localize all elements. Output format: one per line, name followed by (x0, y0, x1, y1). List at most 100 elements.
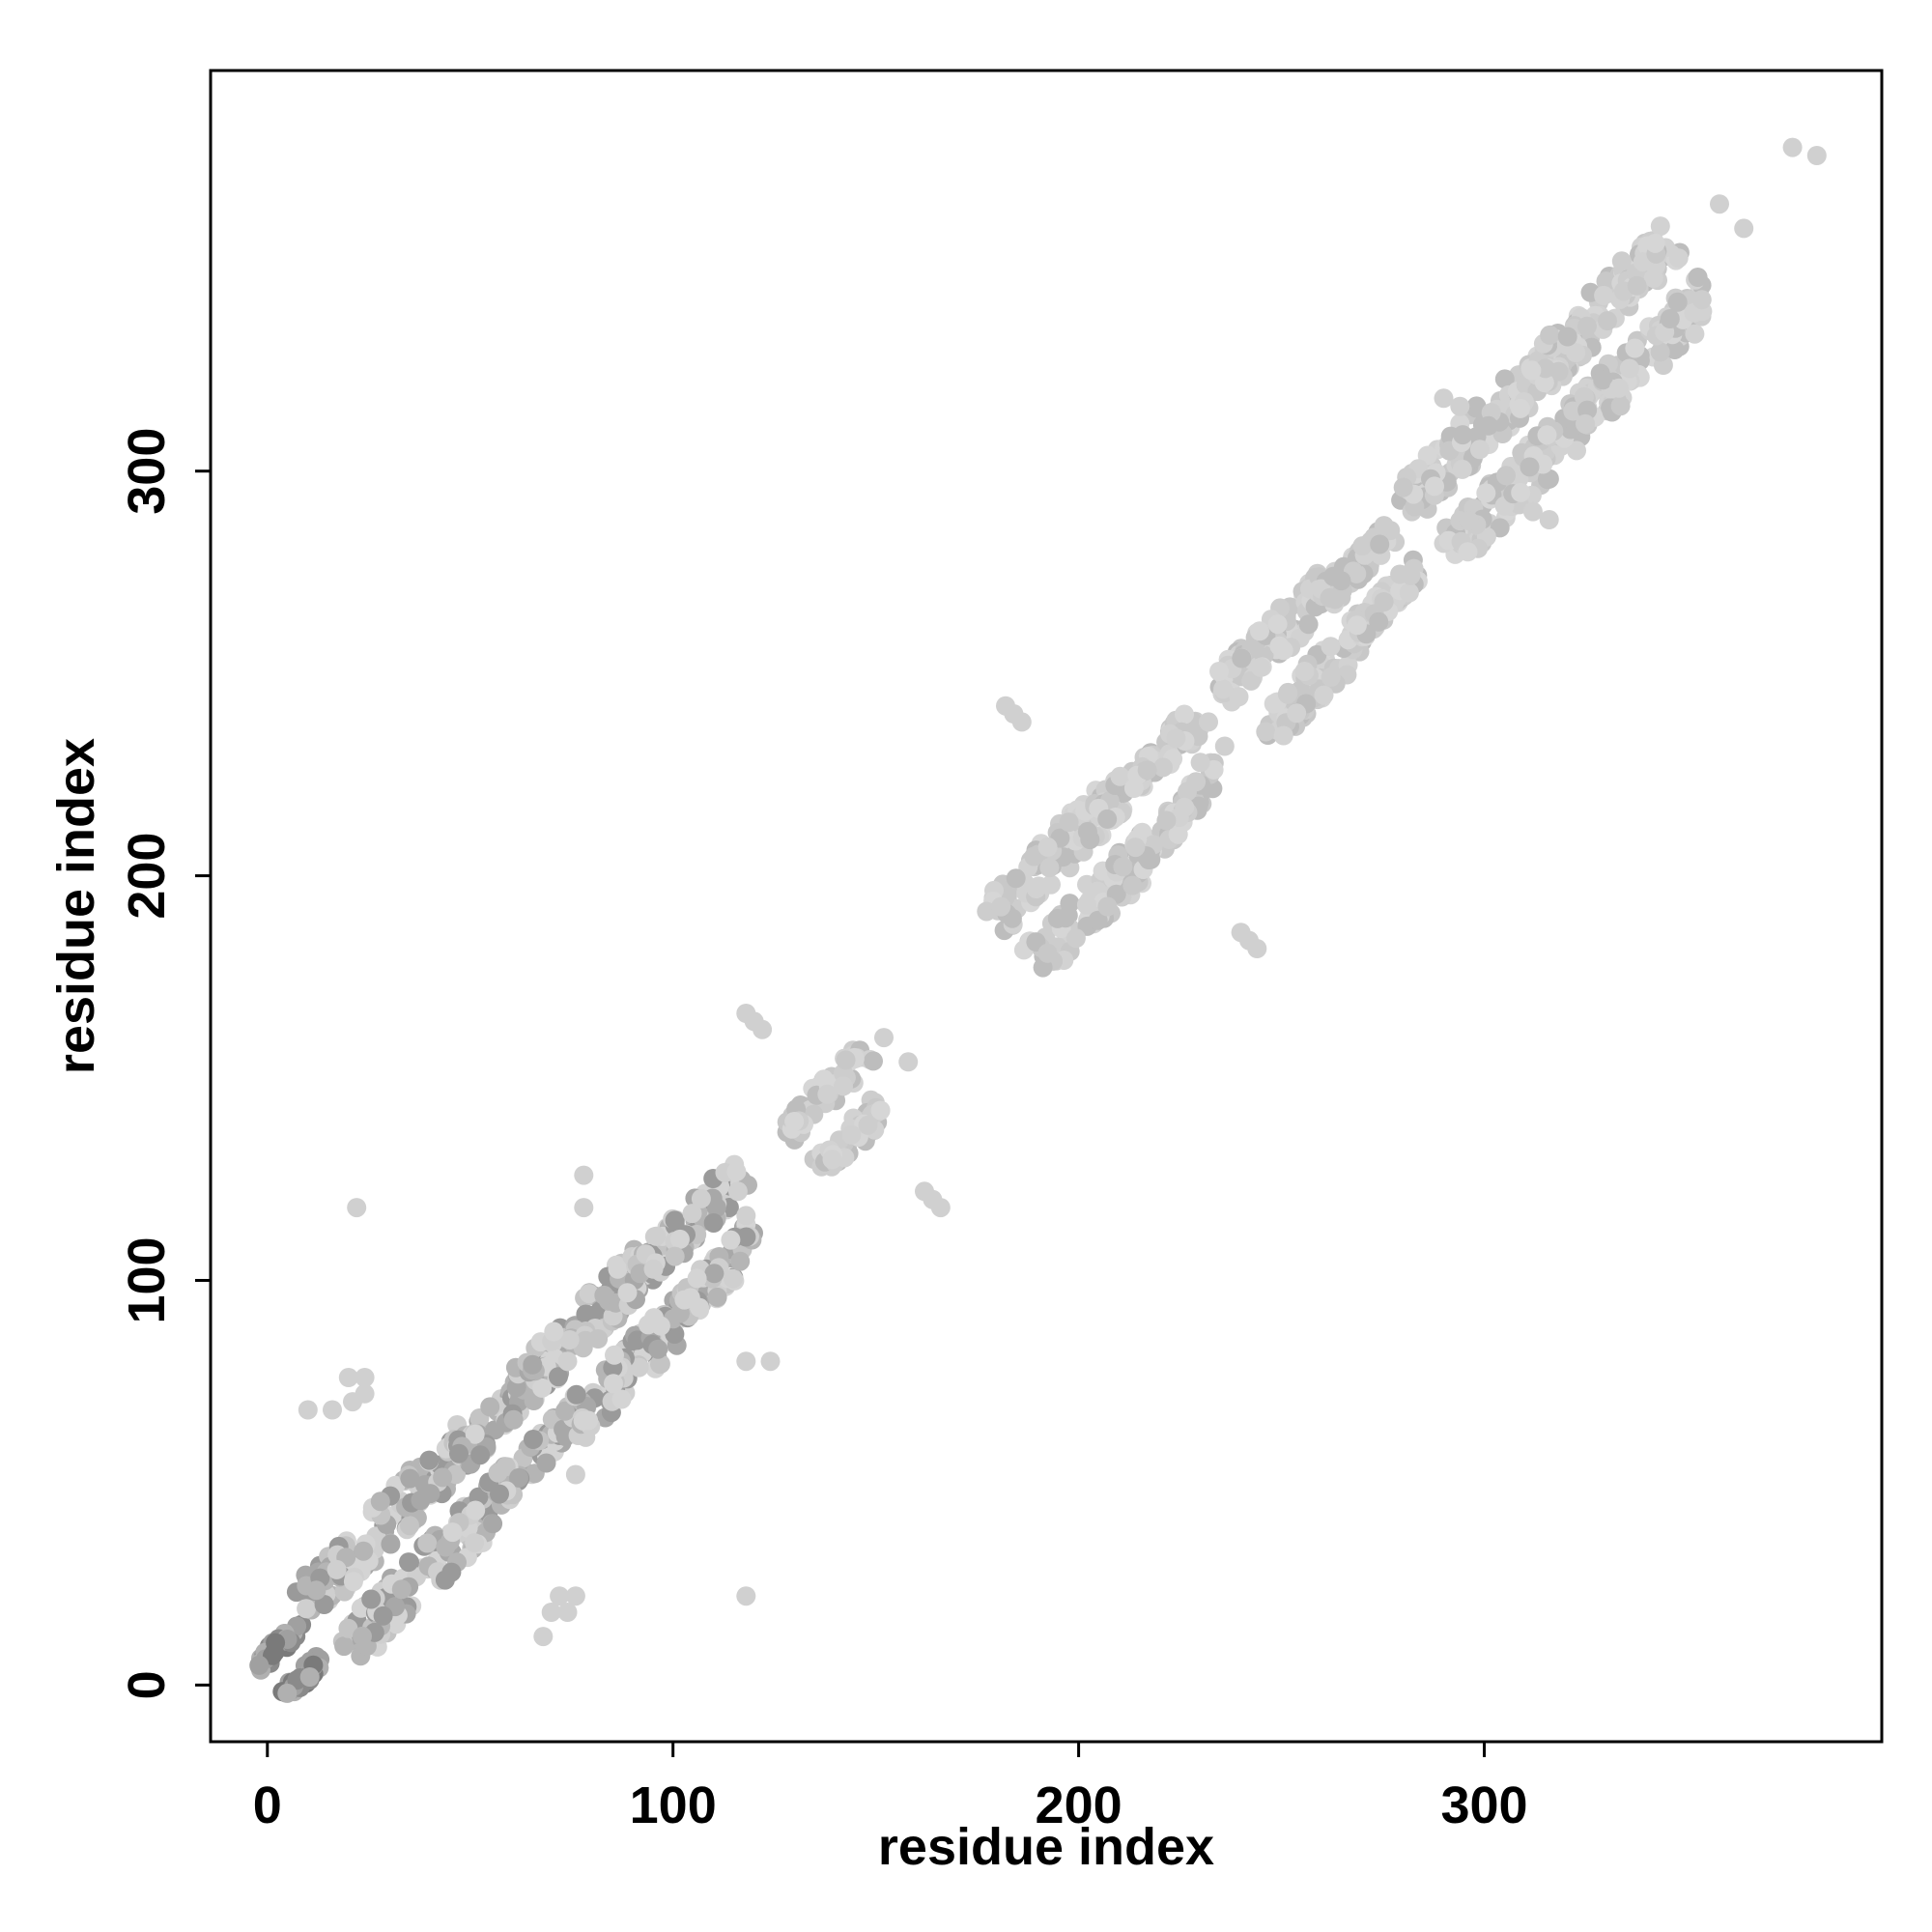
contact-point (1478, 415, 1498, 436)
contact-point (1469, 440, 1490, 460)
contact-point (1466, 398, 1486, 418)
contact-point (834, 1076, 853, 1096)
contact-point (533, 1627, 554, 1647)
contact-point (665, 1210, 685, 1231)
contact-point (559, 1330, 580, 1350)
contact-point (550, 1586, 570, 1606)
contact-point (1011, 712, 1032, 732)
contact-point (565, 1464, 585, 1485)
contact-point (1166, 728, 1186, 749)
contact-point (419, 1450, 440, 1470)
contact-point (648, 1339, 668, 1359)
contact-point (1214, 736, 1235, 756)
contact-point (736, 1206, 756, 1226)
contact-point (721, 1230, 741, 1250)
contact-point (555, 1401, 575, 1421)
contact-point (1123, 779, 1144, 798)
contact-point (1097, 809, 1118, 829)
contact-point (1122, 875, 1143, 895)
contact-point (1175, 704, 1194, 724)
contact-point (1209, 662, 1229, 681)
x-axis-label: residue index (878, 1818, 1214, 1876)
contact-point (930, 1198, 951, 1218)
contact-point (1494, 369, 1515, 389)
contact-point (736, 1351, 756, 1372)
contact-point (1065, 928, 1086, 949)
contact-point (1369, 611, 1389, 632)
contact-point (370, 1492, 390, 1512)
y-axis-label: residue index (47, 738, 105, 1074)
contact-point (400, 1468, 420, 1489)
contact-point (1097, 896, 1118, 917)
contact-point (579, 1284, 599, 1304)
contact-point (1534, 373, 1554, 393)
contact-point (723, 1268, 743, 1289)
contact-point (665, 1324, 685, 1344)
contact-point (1056, 908, 1076, 928)
contact-point (1006, 868, 1026, 889)
contact-point (874, 1028, 894, 1048)
contact-point (858, 1115, 878, 1135)
contact-point (991, 896, 1011, 917)
contact-point (691, 1188, 711, 1208)
contact-point (361, 1589, 382, 1609)
contact-point (354, 1541, 374, 1561)
contact-point (736, 1586, 756, 1606)
contact-point (608, 1259, 628, 1279)
contact-point (465, 1533, 485, 1553)
contact-point (1667, 292, 1688, 312)
contact-point (1323, 566, 1344, 586)
contact-point (1267, 614, 1288, 635)
contact-point (1643, 269, 1663, 288)
contact-point (646, 1226, 667, 1246)
contact-point (574, 1165, 594, 1185)
contact-point (391, 1579, 412, 1600)
contact-point (736, 1227, 756, 1247)
contact-point (1650, 216, 1670, 237)
contact-point (576, 1304, 596, 1324)
contact-point (574, 1198, 594, 1218)
contact-point (249, 1655, 270, 1675)
contact-point (1691, 290, 1712, 310)
y-axis: 0 100 200 300 (118, 428, 211, 1699)
contact-point (523, 1354, 543, 1375)
contact-point (611, 1389, 632, 1409)
contact-point (1298, 614, 1319, 635)
contact-point (277, 1683, 298, 1703)
contact-point (1577, 316, 1597, 336)
contact-point (898, 1052, 919, 1072)
contact-point (1688, 268, 1708, 287)
contact-point (1077, 821, 1097, 841)
contact-point (466, 1500, 486, 1520)
contact-point (1511, 482, 1531, 502)
contact-point (373, 1605, 393, 1626)
contact-point (524, 1430, 543, 1449)
contact-point (1668, 248, 1689, 269)
contact-point (338, 1618, 358, 1638)
contact-point (565, 1586, 585, 1606)
contact-point (544, 1321, 564, 1342)
contact-point (604, 1374, 623, 1394)
contact-point (1241, 670, 1262, 691)
contact-point (347, 1198, 367, 1218)
contact-point (726, 1161, 747, 1181)
contact-point (327, 1559, 347, 1579)
contact-point (1458, 542, 1478, 562)
contact-point (442, 1522, 463, 1543)
contact-point (1710, 194, 1729, 214)
contact-point (1453, 425, 1473, 445)
contact-point (480, 1397, 500, 1417)
contact-point (1610, 396, 1631, 416)
contact-point (298, 1400, 318, 1420)
contact-point (1076, 895, 1096, 915)
contact-point (1459, 511, 1479, 531)
contact-point (650, 1354, 669, 1375)
contact-point (566, 1384, 586, 1405)
contact-point (1522, 501, 1543, 522)
contact-point (338, 1368, 358, 1387)
contact-point (1598, 311, 1617, 331)
contact-point (650, 1316, 670, 1336)
contact-point (1137, 760, 1157, 781)
contact-point (1264, 694, 1284, 714)
contact-point (727, 1181, 748, 1202)
